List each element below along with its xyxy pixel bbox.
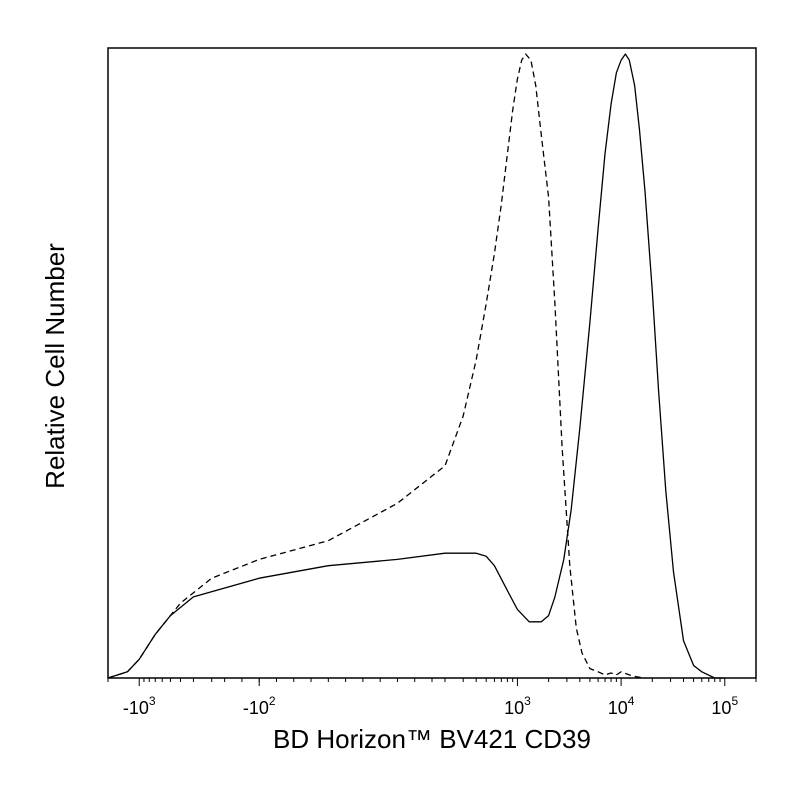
x-tick-label: 104 — [608, 694, 635, 718]
histogram-series-solid — [107, 53, 725, 679]
y-axis-title: Relative Cell Number — [40, 243, 70, 489]
series-layer — [107, 53, 725, 679]
histogram-series-dashed — [107, 53, 646, 679]
x-tick-label: 103 — [504, 694, 531, 718]
x-tick-label: -102 — [243, 694, 276, 718]
plot-frame — [107, 47, 757, 679]
x-axis: -103 -102 103 104 105 — [107, 678, 757, 718]
x-tick-label: -103 — [123, 694, 156, 718]
x-tick-label: 105 — [711, 694, 738, 718]
x-axis-title: BD Horizon™ BV421 CD39 — [273, 724, 591, 754]
